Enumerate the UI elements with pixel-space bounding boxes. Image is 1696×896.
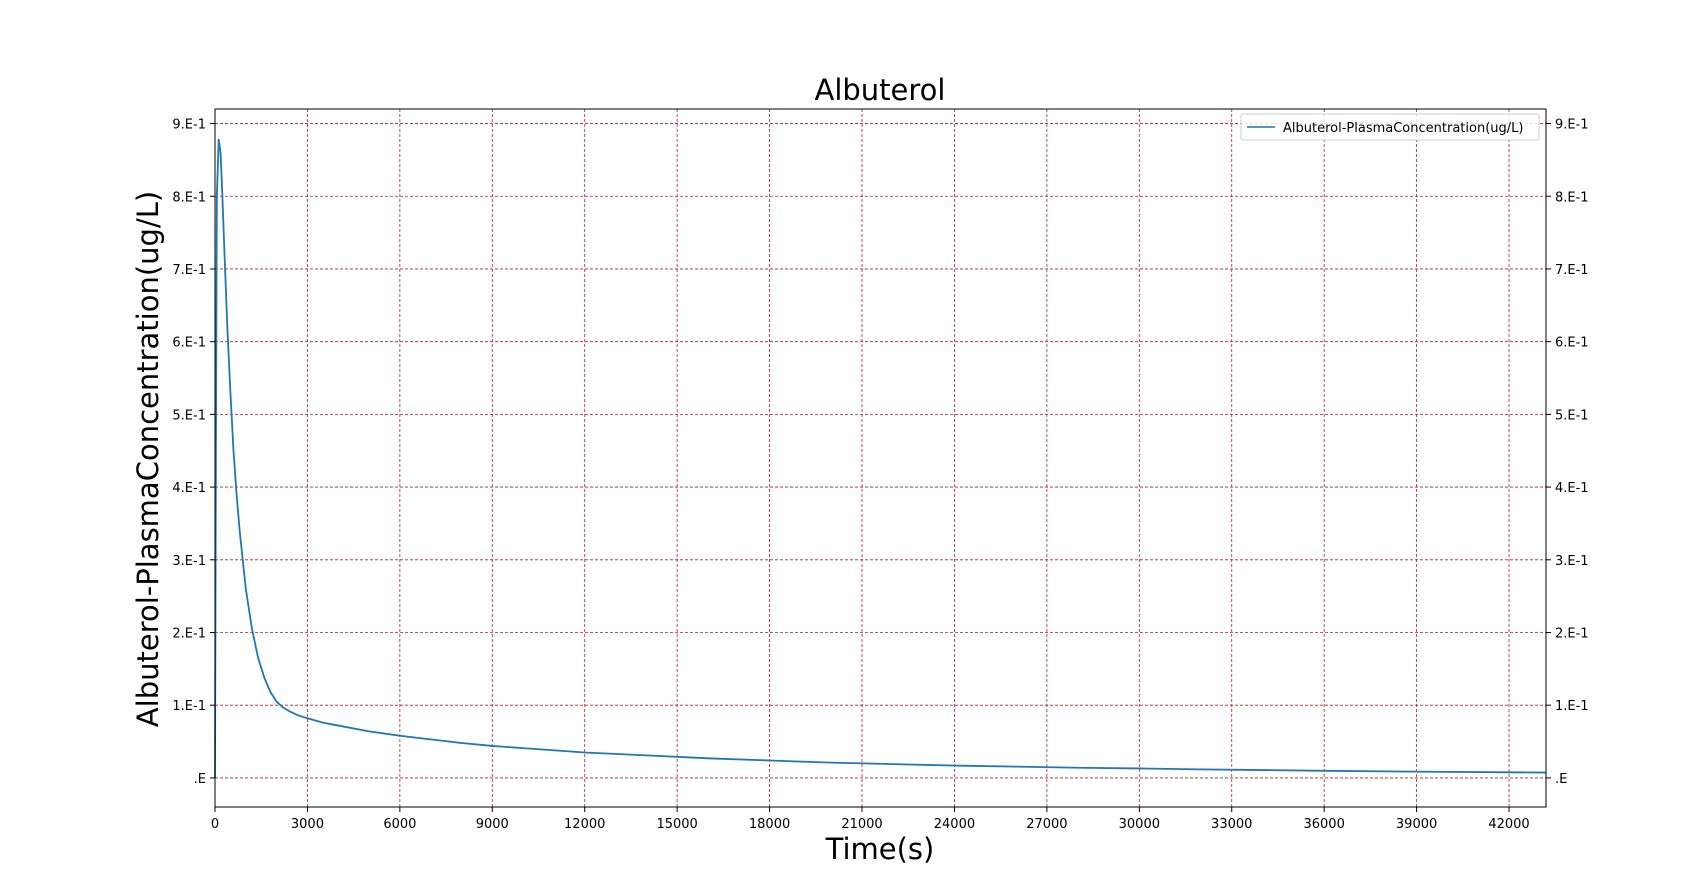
grid <box>215 109 1546 807</box>
y-tick-label-left: 5.E-1 <box>172 408 206 423</box>
y-tick-label-left: 2.E-1 <box>172 627 206 642</box>
y-tick-label-left: .E <box>194 772 206 787</box>
plot-frame <box>214 108 1547 808</box>
y-tick-label-left: 3.E-1 <box>172 554 206 569</box>
y-tick-label-right: 8.E-1 <box>1555 190 1589 205</box>
x-tick-label: 33000 <box>1211 817 1252 832</box>
x-tick-label: 18000 <box>749 817 790 832</box>
x-tick-label: 15000 <box>656 817 697 832</box>
x-tick-label: 9000 <box>476 817 509 832</box>
y-axis-label: Albuterol-PlasmaConcentration(ug/L) <box>131 191 165 727</box>
y-tick-label-right: 5.E-1 <box>1555 408 1589 423</box>
y-tick-label-left: 7.E-1 <box>172 263 206 278</box>
x-tick-label: 12000 <box>564 817 605 832</box>
legend-entry: Albuterol-PlasmaConcentration(ug/L) <box>1283 121 1523 136</box>
series-line <box>214 138 1547 778</box>
y-tick-label-right: 6.E-1 <box>1555 336 1589 351</box>
x-axis-label: Time(s) <box>825 832 935 866</box>
ticks: 0 3000 6000 9000 12000 15000 18000 21000 24000 27… <box>172 118 1588 832</box>
x-tick-label: 6000 <box>383 817 416 832</box>
legend-box <box>1240 113 1540 141</box>
series-layer <box>214 138 1547 778</box>
x-tick-label: 39000 <box>1396 817 1437 832</box>
legend: Albuterol-PlasmaConcentration(ug/L) <box>1240 113 1540 141</box>
x-tick-label: 27000 <box>1026 817 1067 832</box>
y-tick-label-left: 6.E-1 <box>172 336 206 351</box>
x-tick-label: 0 <box>211 817 219 832</box>
y-tick-label-right: 4.E-1 <box>1555 481 1589 496</box>
chart-title: Albuterol <box>815 73 946 107</box>
y-tick-label-left: 9.E-1 <box>172 118 206 133</box>
x-tick-label: 42000 <box>1488 817 1529 832</box>
x-tick-label: 36000 <box>1303 817 1344 832</box>
x-tick-label: 30000 <box>1119 817 1160 832</box>
x-tick-label: 21000 <box>841 817 882 832</box>
y-tick-label-right: 9.E-1 <box>1555 118 1589 133</box>
y-tick-label-left: 1.E-1 <box>172 699 206 714</box>
x-tick-label: 24000 <box>934 817 975 832</box>
y-tick-label-right: 1.E-1 <box>1555 699 1589 714</box>
y-tick-label-right: 3.E-1 <box>1555 554 1589 569</box>
y-tick-label-right: .E <box>1555 772 1567 787</box>
y-tick-label-right: 7.E-1 <box>1555 263 1589 278</box>
y-tick-label-left: 8.E-1 <box>172 190 206 205</box>
y-tick-label-right: 2.E-1 <box>1555 627 1589 642</box>
x-tick-label: 3000 <box>291 817 324 832</box>
y-tick-label-left: 4.E-1 <box>172 481 206 496</box>
